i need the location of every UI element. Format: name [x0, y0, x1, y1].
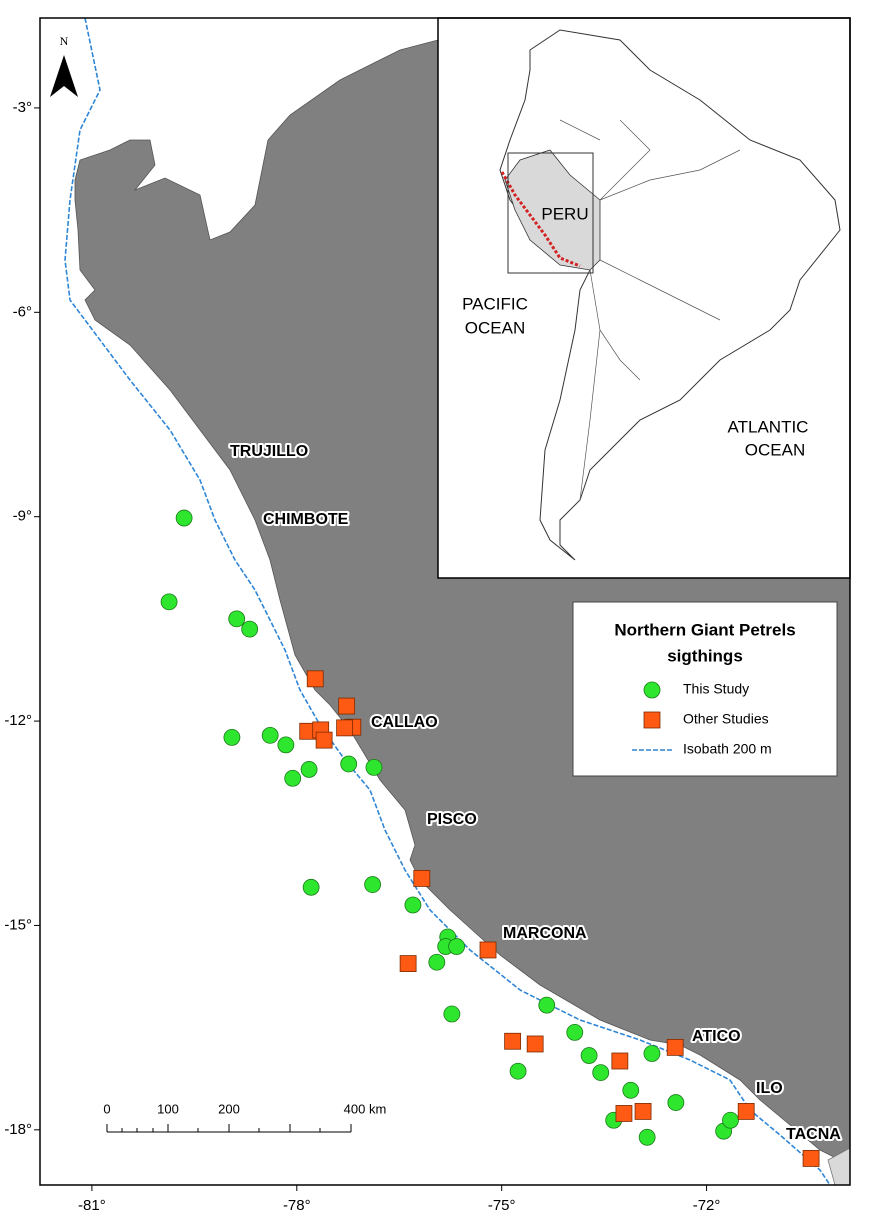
y-tick-label: -3°: [13, 99, 32, 116]
sightings-inset: [500, 171, 581, 268]
circle-marker: [175, 509, 193, 527]
peru-land: [74, 39, 851, 1161]
country-borders: [559, 119, 741, 501]
legend-swatch: [643, 681, 661, 699]
legend-label: Other Studies: [683, 711, 769, 727]
circle-marker: [443, 1005, 461, 1023]
legend-title: Northern Giant Petrels: [614, 620, 795, 639]
place-label: CALLAO: [371, 714, 438, 731]
inset-label: ATLANTIC: [728, 417, 809, 436]
square-marker: [315, 731, 333, 749]
y-tick-label: -15°: [4, 916, 32, 933]
scale-bar-line: [106, 1124, 352, 1133]
circle-marker: [300, 761, 318, 778]
circle-marker: [448, 938, 466, 955]
inset-label: PACIFIC: [462, 294, 528, 313]
square-marker: [413, 870, 431, 887]
y-tick-label: -9°: [13, 508, 32, 525]
inset-label: OCEAN: [745, 440, 805, 459]
square-marker: [306, 670, 324, 688]
circle-marker: [277, 736, 295, 754]
square-marker: [666, 1038, 684, 1056]
place-label: CHIMBOTE: [263, 511, 349, 528]
isobath-line: [64, 17, 831, 1186]
legend: Northern Giant Petrels sigthings This St…: [572, 601, 838, 777]
x-tick-label: -81°: [78, 1197, 106, 1214]
circle-marker: [302, 878, 320, 896]
place-label: ILO: [756, 1080, 783, 1097]
circle-marker: [228, 610, 246, 628]
y-tick-label: -12°: [4, 712, 32, 729]
x-tick-label: -78°: [283, 1197, 311, 1214]
map-frame: [39, 17, 851, 1186]
inset-label: OCEAN: [465, 318, 525, 337]
inset-extent-box: [507, 152, 594, 274]
circle-marker: [364, 876, 382, 893]
place-label: ATICO: [692, 1028, 741, 1045]
circle-marker: [592, 1064, 610, 1081]
scale-label: 100: [157, 1101, 179, 1116]
square-marker: [504, 1032, 522, 1050]
square-marker: [611, 1052, 629, 1070]
circle-marker: [667, 1094, 685, 1111]
legend-swatch: [643, 711, 661, 729]
north-label: N: [60, 34, 69, 48]
inset-map: PERU PACIFIC OCEAN ATLANTIC OCEAN: [437, 17, 851, 579]
circle-marker: [580, 1047, 598, 1064]
circle-marker: [160, 593, 178, 611]
square-marker: [399, 955, 417, 972]
place-label: MARCONA: [503, 925, 587, 942]
place-labels: TRUJILLO CHIMBOTE CALLAO PISCO MARCONA A…: [228, 441, 843, 1145]
square-marker: [802, 1150, 820, 1167]
circle-marker: [638, 1128, 656, 1146]
circle-marker: [284, 769, 302, 787]
y-tick-label: -6°: [13, 303, 32, 320]
square-marker: [479, 941, 497, 959]
legend-label: This Study: [683, 681, 749, 697]
legend-title: sigthings: [667, 646, 743, 665]
circle-marker: [428, 953, 446, 971]
legend-label: Isobath 200 m: [683, 741, 772, 757]
circle-marker: [622, 1081, 640, 1099]
square-marker: [634, 1103, 652, 1120]
place-label: TACNA: [786, 1126, 841, 1143]
scale-label: 400 km: [344, 1101, 387, 1116]
scale-bar: 0 100 200 400 km: [103, 1101, 387, 1133]
y-tick-label: -18°: [4, 1121, 32, 1138]
x-tick-label: -75°: [488, 1197, 516, 1214]
circle-marker: [223, 729, 241, 746]
circle-marker: [566, 1023, 584, 1041]
scale-label: 200: [218, 1101, 240, 1116]
circle-marker: [538, 996, 556, 1014]
place-label: PISCO: [427, 811, 477, 828]
square-marker: [615, 1105, 633, 1122]
square-marker: [336, 719, 354, 737]
scale-label: 0: [103, 1101, 110, 1116]
circle-marker: [509, 1062, 527, 1080]
north-arrow: N: [50, 34, 78, 97]
circle-marker: [643, 1045, 661, 1062]
square-marker: [526, 1035, 544, 1053]
circle-marker: [261, 726, 279, 744]
square-marker: [338, 697, 356, 715]
circle-marker: [722, 1111, 739, 1129]
circle-marker: [404, 896, 422, 914]
place-label: TRUJILLO: [230, 443, 308, 460]
inset-label: PERU: [541, 204, 588, 223]
circle-marker: [340, 755, 358, 773]
x-tick-label: -72°: [693, 1197, 721, 1214]
north-arrow-shape: [50, 55, 78, 97]
square-marker: [737, 1103, 755, 1120]
circle-marker: [241, 620, 259, 638]
circle-marker: [365, 758, 383, 776]
legend-box: [572, 601, 838, 777]
